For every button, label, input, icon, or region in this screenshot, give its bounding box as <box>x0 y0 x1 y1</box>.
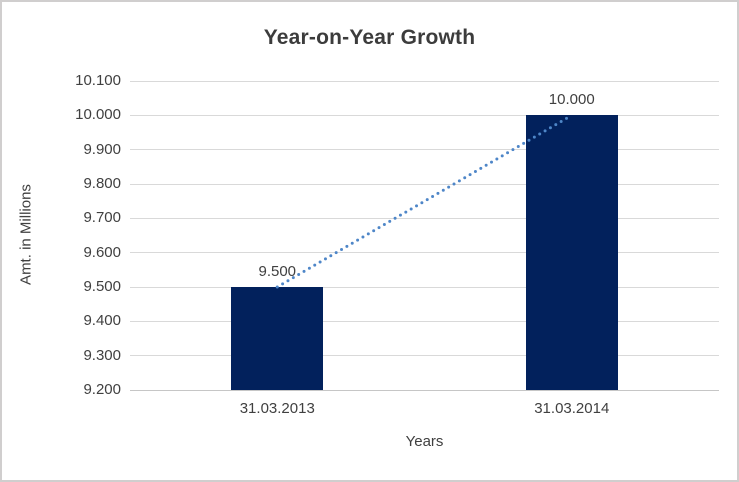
gridline <box>130 114 719 116</box>
gridline <box>130 355 719 357</box>
gridline <box>130 286 719 288</box>
bar-data-label: 9.500 <box>258 263 297 280</box>
gridline <box>130 80 719 82</box>
y-tick-label: 9.300 <box>83 346 121 364</box>
bar-data-label: 10.000 <box>548 91 595 109</box>
y-tick-label: 10.000 <box>75 106 121 124</box>
gridline <box>130 183 719 185</box>
y-axis-title: Amt. in Millions <box>17 184 35 285</box>
chart-title: Year-on-Year Growth <box>263 26 476 49</box>
gridline <box>130 217 719 219</box>
y-tick-label: 9.400 <box>83 312 121 330</box>
x-axis-line <box>130 389 719 391</box>
y-tick-label: 9.600 <box>83 243 121 261</box>
gridline <box>130 149 719 151</box>
x-axis-title: Years <box>405 433 444 450</box>
y-tick-label: 9.500 <box>83 278 121 295</box>
bar <box>231 287 324 390</box>
gridline <box>130 320 719 322</box>
x-tick-label: 31.03.2014 <box>534 400 610 417</box>
y-tick-label: 9.800 <box>83 175 121 192</box>
y-tick-label: 10.100 <box>75 72 121 89</box>
y-tick-label: 9.700 <box>83 209 121 227</box>
y-tick-label: 9.900 <box>83 140 121 158</box>
x-tick-label: 31.03.2013 <box>239 400 315 417</box>
gridline <box>130 252 719 254</box>
y-tick-label: 9.200 <box>83 381 121 398</box>
bar <box>525 115 618 390</box>
